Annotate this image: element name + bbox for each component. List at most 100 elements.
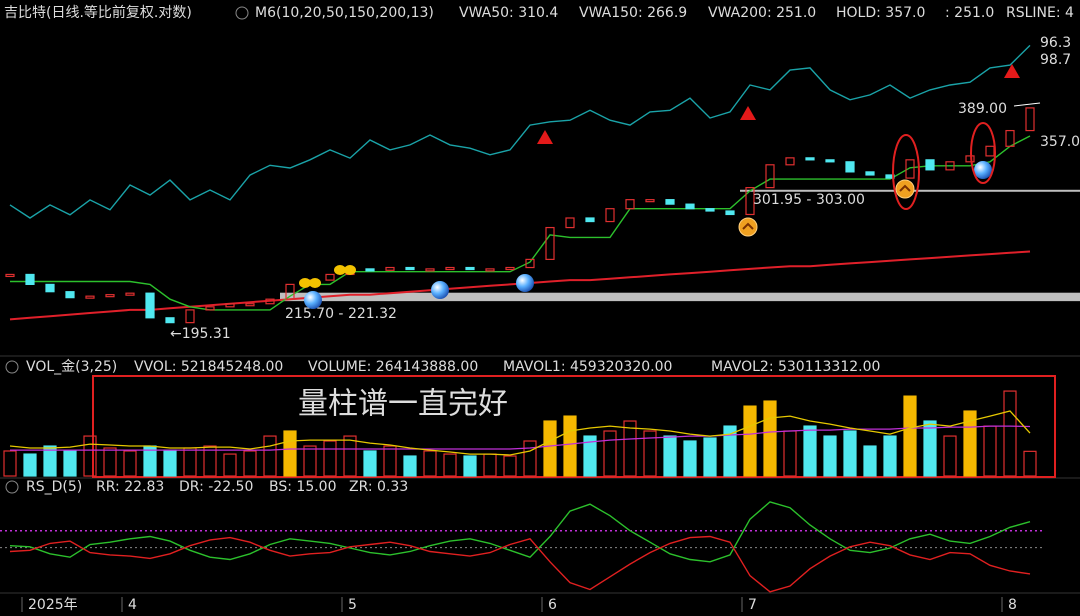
candle: [745, 187, 755, 216]
signal-triangle: [740, 106, 756, 120]
arrow: [1013, 102, 1041, 107]
hold-line: [10, 135, 1031, 311]
volume-bar: [603, 430, 617, 477]
signal-up: [895, 179, 915, 199]
candle: [325, 273, 335, 281]
candle: [965, 155, 975, 163]
volume-bar: [483, 453, 497, 477]
indicator: VOLUME: 264143888.00: [308, 359, 478, 375]
signal-ball: [431, 281, 449, 299]
low-label: ←195.31: [170, 326, 231, 342]
candle: [385, 266, 395, 271]
zone-label: 215.70 - 221.32: [285, 306, 397, 322]
candle: [265, 298, 275, 305]
volume-bar: [343, 435, 357, 477]
signal-ball: [304, 291, 322, 309]
hold-end-label: 357.0: [1040, 134, 1080, 150]
volume-bar: [803, 425, 817, 477]
icon[interactable]: [5, 360, 19, 374]
highlight-ring: [892, 134, 920, 210]
candle: [605, 208, 615, 223]
candle: [285, 283, 295, 300]
candle: [585, 217, 595, 223]
indicator: MAVOL2: 530113312.00: [711, 359, 880, 375]
volume-bar: [783, 430, 797, 477]
candle: [685, 203, 695, 210]
candle: [65, 291, 75, 299]
x-tick-label: 7: [748, 597, 757, 613]
candle: [165, 317, 175, 324]
volume-bar: [883, 435, 897, 477]
volume-bar: [323, 440, 337, 477]
volume-bar: [383, 445, 397, 477]
volume-bar: [203, 445, 217, 477]
candle: [125, 292, 135, 296]
mavol2-line: [10, 425, 1031, 451]
indicator: VVOL: 521845248.00: [134, 359, 283, 375]
x-tick-label: 2025年: [28, 597, 78, 613]
volume-bar: [863, 445, 877, 477]
indicator: VWA50: 310.4: [459, 5, 558, 21]
volume-bar: [503, 455, 517, 477]
indicator: RR: 22.83: [96, 479, 164, 495]
volume-bar: [163, 449, 177, 477]
candle: [1025, 107, 1035, 132]
rs-header: RS_D(5) RR: 22.83 DR: -22.50 BS: 15.00 Z…: [5, 479, 408, 495]
volume-bar: [463, 455, 477, 477]
icon[interactable]: [235, 6, 249, 20]
annotation: 量柱谱一直完好: [298, 387, 508, 422]
title: 吉比特(日线.等比前复权.对数): [4, 4, 192, 21]
candle: [805, 157, 815, 161]
candle: [865, 171, 875, 176]
candle: [485, 268, 495, 272]
highlight-ring: [970, 122, 996, 184]
volume-bar: [643, 430, 657, 477]
x-tick-label: 5: [348, 597, 357, 613]
indicator: BS: 15.00: [269, 479, 337, 495]
indicator: HOLD: 357.0: [836, 5, 925, 21]
signal-triangle: [537, 130, 553, 144]
volume-bar: [263, 435, 277, 477]
candle: [465, 266, 475, 271]
candle: [905, 159, 915, 179]
volume-bar: [183, 447, 197, 477]
volume-bar: [403, 455, 417, 477]
volume-bar: [703, 437, 717, 477]
annotation-box: [92, 375, 1056, 478]
candle: [85, 295, 95, 299]
butterfly: [344, 265, 356, 275]
high-label: 389.00: [958, 101, 1007, 117]
volume-bar: [563, 415, 577, 477]
volume-bar: [983, 425, 997, 477]
rs-series-line: [9, 535, 1031, 593]
icon[interactable]: [5, 480, 19, 494]
indicator: : 251.0: [945, 5, 994, 21]
volume-bar: [223, 453, 237, 477]
indicator: RSLINE: 4: [1006, 5, 1074, 21]
candle: [985, 145, 995, 157]
x-tick-label: 8: [1008, 597, 1017, 613]
header: 吉比特(日线.等比前复权.对数) M6(10,20,50,150,200,13)…: [4, 4, 1074, 21]
volume-bar: [43, 445, 57, 477]
x-tick-label: 6: [548, 597, 557, 613]
volume-bar: [1003, 390, 1017, 477]
volume-bar: [443, 453, 457, 477]
volume-bar: [123, 450, 137, 477]
volume-bar: [823, 435, 837, 477]
rs-high-label: 98.7: [1040, 52, 1071, 68]
candle: [925, 159, 935, 171]
indicator: DR: -22.50: [179, 479, 253, 495]
zone-label: 301.95 - 303.00: [753, 192, 865, 208]
candle: [205, 306, 215, 311]
candle: [1005, 129, 1015, 147]
vol-header: VOL_金(3,25) VVOL: 521845248.00 VOLUME: 2…: [5, 359, 880, 375]
volume-bar: [743, 405, 757, 477]
volume-bar: [283, 430, 297, 477]
volume-bar: [303, 445, 317, 477]
butterfly: [334, 265, 346, 275]
candle: [185, 309, 195, 324]
candle: [945, 161, 955, 171]
volume-bar: [543, 420, 557, 477]
candle: [705, 208, 715, 212]
indicator: VWA150: 266.9: [579, 5, 687, 21]
